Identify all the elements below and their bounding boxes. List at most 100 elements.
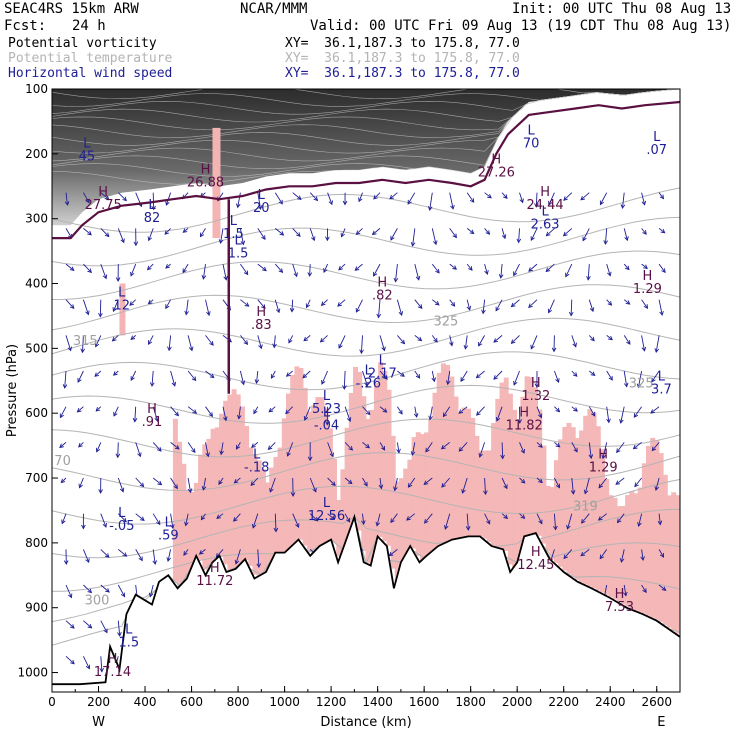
forecast-label: Fcst:: [4, 18, 47, 34]
extremum-kind: L: [165, 516, 173, 531]
wind-arrowhead: [619, 558, 625, 563]
wind-arrow: [554, 442, 560, 448]
wind-arrowhead: [643, 304, 649, 309]
pink-shading-column: [373, 383, 379, 552]
wind-arrow: [100, 228, 110, 237]
wind-arrow: [252, 513, 259, 529]
organization-label: NCAR/MMM: [240, 1, 308, 17]
wind-arrowhead: [261, 304, 266, 310]
pink-shading-column: [252, 454, 258, 575]
wind-arrowhead: [510, 302, 516, 308]
wind-arrow: [606, 406, 610, 423]
wind-arrowhead: [192, 409, 198, 414]
pink-shading-column: [445, 365, 451, 543]
pink-shading-column: [528, 377, 534, 536]
extremum-kind: H: [598, 448, 608, 463]
pink-shading-column: [650, 437, 656, 618]
wind-arrowhead: [99, 667, 105, 673]
pink-shading-column: [675, 495, 680, 634]
wind-arrowhead: [85, 310, 90, 316]
wind-arrowhead: [597, 516, 603, 521]
y-tick-label: 800: [25, 536, 48, 550]
wind-arrow: [536, 477, 543, 483]
extremum-value: 1.29: [589, 461, 618, 476]
wind-arrowhead: [410, 241, 416, 247]
wind-arrow: [441, 442, 450, 450]
wind-arrowhead: [78, 442, 83, 448]
wind-arrow: [658, 549, 664, 558]
wind-arrow: [606, 335, 613, 341]
wind-arrow: [641, 549, 644, 561]
wind-arrowhead: [382, 408, 388, 413]
wind-arrow: [432, 299, 440, 306]
wind-arrowhead: [625, 300, 631, 305]
wind-arrowhead: [258, 344, 263, 350]
wind-arrowhead: [165, 304, 170, 310]
extremum-value: 2.17: [368, 367, 397, 382]
pink-shading-column: [239, 406, 245, 565]
wind-arrow: [130, 370, 137, 381]
wind-arrow: [379, 406, 387, 413]
extremum-value: 82: [144, 211, 161, 226]
wind-arrow: [112, 335, 119, 342]
wind-arrowhead: [520, 478, 526, 484]
wind-arrow: [202, 477, 206, 490]
wind-arrow: [286, 370, 293, 377]
wind-arrow: [170, 370, 176, 386]
pink-shading-column: [662, 474, 668, 625]
pink-shading-column: [478, 450, 484, 537]
wind-arrow: [563, 549, 573, 559]
wind-arrow: [633, 406, 642, 418]
wind-arrow: [528, 299, 538, 308]
pink-shading-column: [583, 415, 589, 585]
wind-arrow: [185, 299, 189, 315]
wind-arrow: [397, 406, 403, 415]
wind-arrowhead: [113, 371, 118, 376]
pink-shading-column: [206, 438, 212, 574]
extremum-value: 24.44: [526, 198, 563, 213]
x-tick-label: 1600: [409, 695, 440, 709]
wind-arrow: [431, 263, 440, 274]
extremum-value: 1.32: [521, 389, 550, 404]
wind-arrowhead: [223, 275, 228, 281]
pink-shading-column: [457, 412, 463, 539]
wind-arrowhead: [355, 307, 360, 313]
pink-shading-column: [357, 371, 363, 531]
extremum-kind: L: [118, 286, 126, 301]
wind-arrowhead: [400, 372, 405, 377]
wind-arrow: [580, 549, 590, 557]
wind-arrow: [83, 620, 92, 629]
wind-arrowhead: [184, 310, 189, 316]
wind-arrow: [599, 549, 608, 559]
wind-arrowhead: [305, 303, 310, 309]
wind-arrowhead: [307, 272, 313, 277]
x-tick-label: 2600: [641, 695, 672, 709]
pink-shading-column: [574, 438, 580, 580]
wind-arrowhead: [151, 205, 156, 211]
extremum-value: 1.29: [633, 282, 662, 297]
wind-arrowhead: [440, 444, 446, 450]
terrain-fill: [52, 516, 680, 692]
wind-arrow: [493, 370, 503, 380]
extremum-value: .91: [142, 415, 163, 430]
extremum-value: 27.26: [478, 166, 515, 181]
wind-arrowhead: [251, 443, 256, 448]
wind-arrow: [185, 513, 189, 526]
pink-shading-column: [223, 400, 229, 565]
wind-arrow: [240, 299, 249, 307]
wind-arrow: [495, 299, 503, 311]
pink-shading-column: [315, 397, 321, 551]
wind-arrow: [408, 477, 416, 488]
wind-arrow: [82, 549, 90, 563]
wind-arrowhead: [493, 375, 499, 380]
wind-arrow: [389, 192, 398, 200]
wind-arrowhead: [103, 628, 108, 634]
wind-arrowhead: [139, 482, 145, 488]
extremum-value: 17.14: [94, 665, 131, 680]
wind-arrowhead: [312, 487, 317, 493]
wind-arrow: [511, 299, 520, 307]
wind-arrow: [59, 442, 67, 448]
wind-arrow: [570, 299, 573, 316]
pink-shading-column: [579, 430, 585, 583]
wind-arrowhead: [164, 230, 170, 235]
